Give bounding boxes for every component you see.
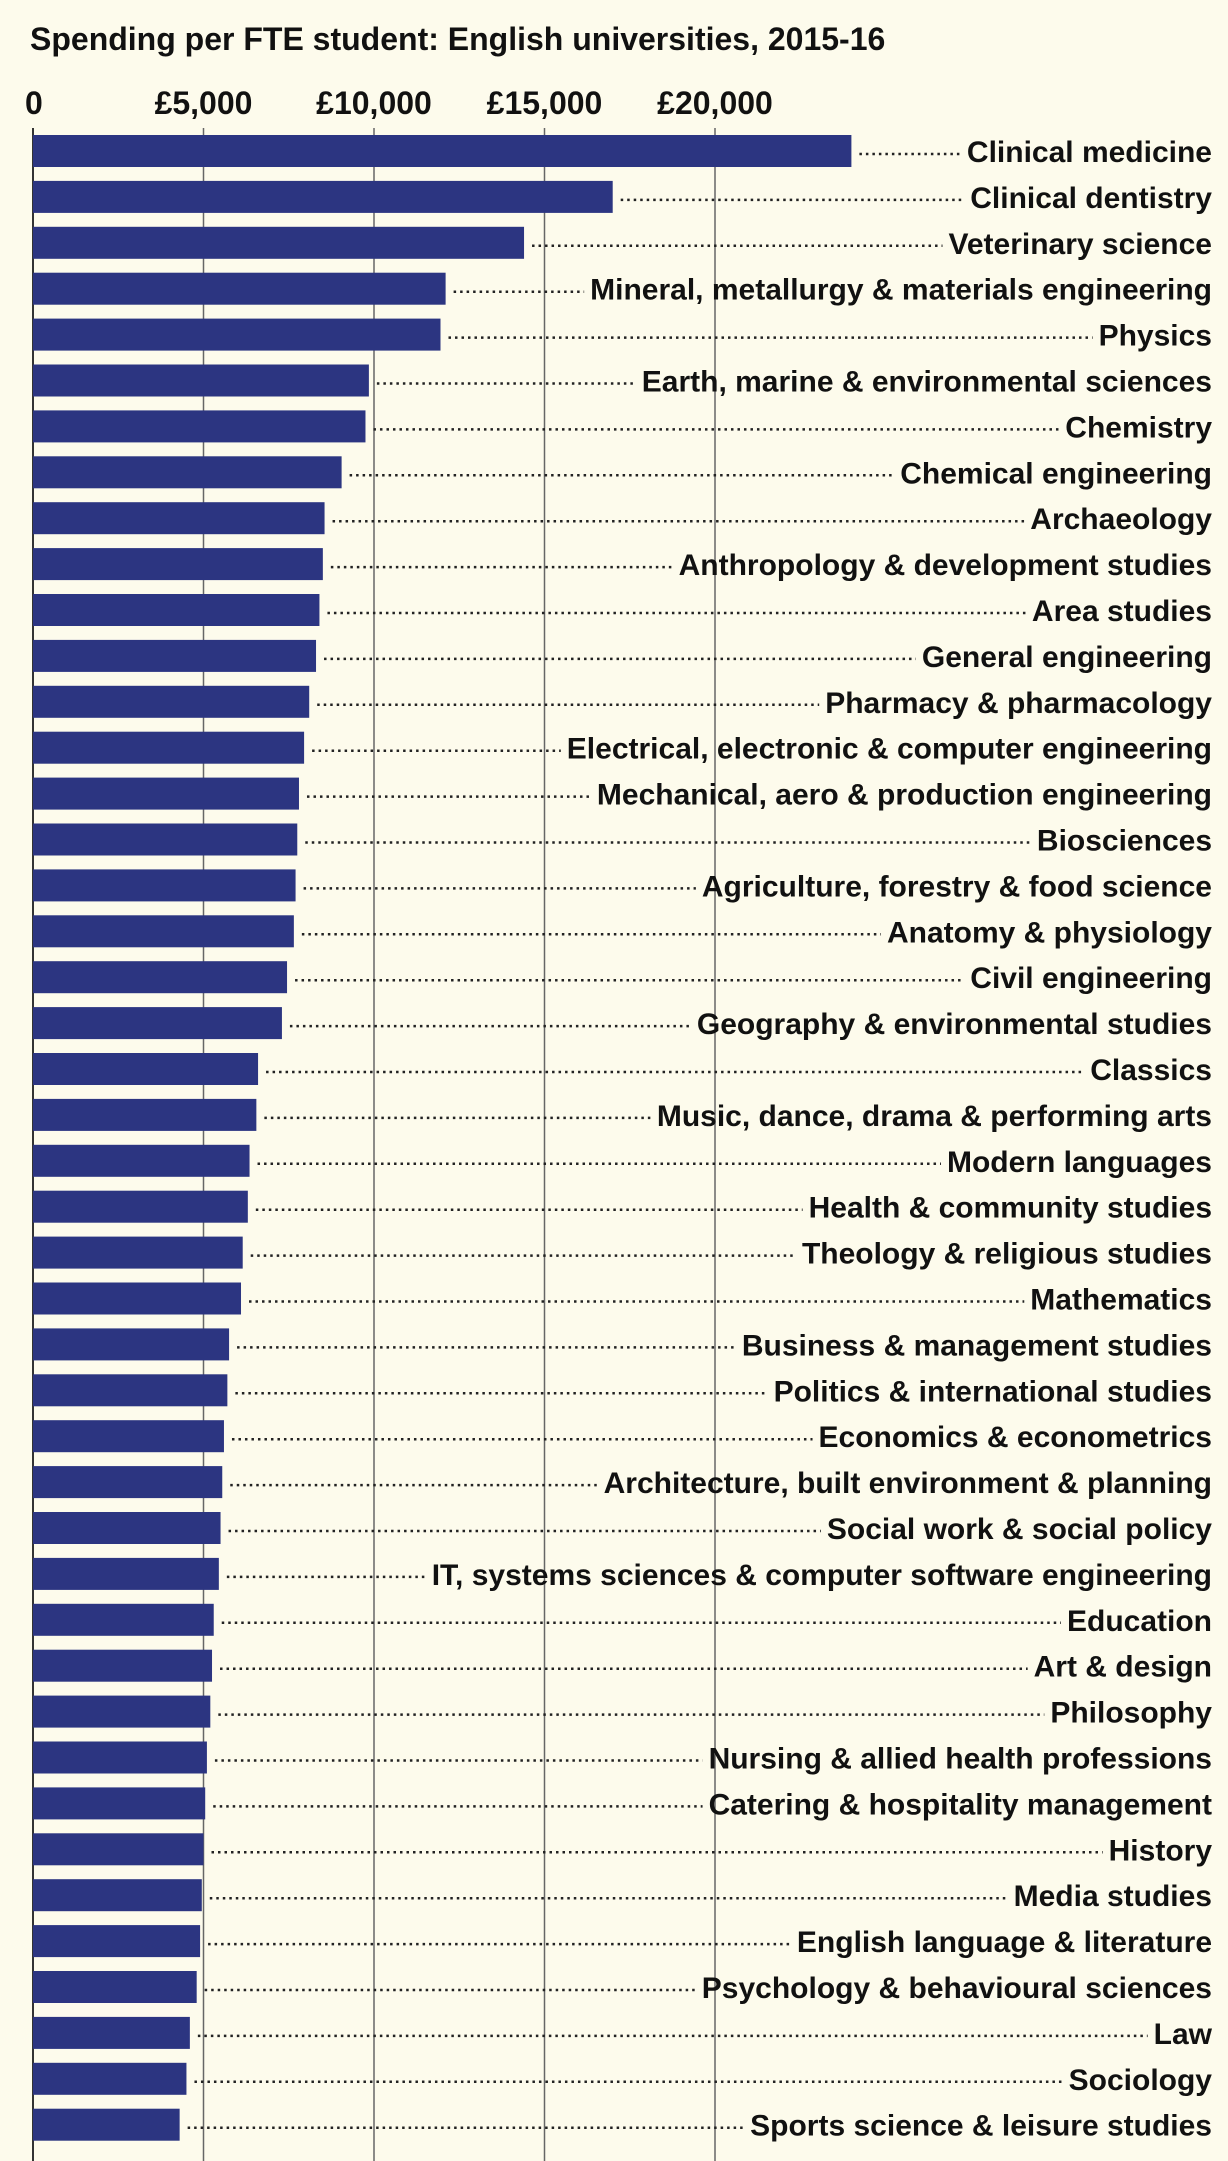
x-tick-label-20000: £20,000 xyxy=(657,85,773,121)
category-label-43: Sociology xyxy=(1069,2064,1213,2097)
category-label-28: Politics & international studies xyxy=(774,1375,1212,1408)
bar-33 xyxy=(33,1603,214,1636)
category-label-36: Nursing & allied health professions xyxy=(709,1743,1212,1776)
category-label-20: Geography & environmental studies xyxy=(697,1008,1212,1041)
bar-6 xyxy=(33,364,369,397)
category-label-13: Pharmacy & pharmacology xyxy=(825,687,1212,720)
bar-34 xyxy=(33,1649,213,1682)
category-label-2: Clinical dentistry xyxy=(970,182,1212,215)
bar-31 xyxy=(33,1512,221,1544)
bar-3 xyxy=(33,226,525,259)
category-label-15: Mechanical, aero & production engineerin… xyxy=(597,779,1212,812)
category-label-44: Sports science & leisure studies xyxy=(750,2110,1212,2143)
category-label-4: Mineral, metallurgy & materials engineer… xyxy=(590,274,1212,307)
bar-13 xyxy=(33,685,310,718)
bar-16 xyxy=(33,823,298,856)
category-label-12: General engineering xyxy=(922,641,1212,674)
category-label-19: Civil engineering xyxy=(970,962,1212,995)
x-axis-ticks: 0 £5,000 £10,000 £15,000 £20,000 xyxy=(25,85,773,121)
bar-37 xyxy=(33,1787,206,1820)
bar-30 xyxy=(33,1466,223,1499)
category-label-22: Music, dance, drama & performing arts xyxy=(657,1100,1212,1133)
category-label-21: Classics xyxy=(1090,1054,1212,1087)
category-label-6: Earth, marine & environmental sciences xyxy=(642,366,1212,399)
bar-21 xyxy=(33,1053,259,1085)
bar-15 xyxy=(33,777,299,810)
category-label-3: Veterinary science xyxy=(948,228,1212,261)
category-label-31: Social work & social policy xyxy=(827,1513,1212,1546)
bar-28 xyxy=(33,1374,228,1407)
bar-17 xyxy=(33,869,296,902)
category-label-9: Archaeology xyxy=(1030,503,1212,536)
bars xyxy=(33,135,852,2141)
category-label-8: Chemical engineering xyxy=(900,457,1212,490)
bar-42 xyxy=(33,2016,190,2049)
category-label-11: Area studies xyxy=(1032,595,1212,628)
category-label-27: Business & management studies xyxy=(742,1329,1212,1362)
category-label-25: Theology & religious studies xyxy=(802,1238,1212,1271)
bar-35 xyxy=(33,1695,211,1728)
category-label-29: Economics & econometrics xyxy=(819,1421,1212,1454)
bar-19 xyxy=(33,961,288,994)
category-label-37: Catering & hospitality management xyxy=(709,1788,1212,1821)
bar-29 xyxy=(33,1420,224,1453)
category-label-40: English language & literature xyxy=(797,1926,1212,1959)
category-label-41: Psychology & behavioural sciences xyxy=(702,1972,1212,2005)
bar-41 xyxy=(33,1971,197,2003)
category-label-32: IT, systems sciences & computer software… xyxy=(432,1559,1212,1592)
bar-2 xyxy=(33,180,613,213)
bar-25 xyxy=(33,1236,243,1269)
category-label-26: Mathematics xyxy=(1030,1284,1212,1317)
bar-40 xyxy=(33,1925,201,1958)
bar-26 xyxy=(33,1282,242,1315)
bar-20 xyxy=(33,1007,282,1040)
category-label-24: Health & community studies xyxy=(809,1192,1212,1225)
bar-5 xyxy=(33,318,441,351)
bar-12 xyxy=(33,639,317,672)
category-label-30: Architecture, built environment & planni… xyxy=(604,1467,1212,1500)
bar-10 xyxy=(33,548,323,581)
category-label-34: Art & design xyxy=(1034,1651,1212,1684)
category-label-18: Anatomy & physiology xyxy=(887,916,1212,949)
bar-39 xyxy=(33,1879,202,1912)
leader-lines xyxy=(187,152,1148,2129)
bar-11 xyxy=(33,594,320,626)
bar-18 xyxy=(33,915,294,948)
category-label-35: Philosophy xyxy=(1050,1697,1212,1730)
bar-36 xyxy=(33,1741,207,1774)
chart-title: Spending per FTE student: English univer… xyxy=(30,21,885,57)
category-label-16: Biosciences xyxy=(1037,825,1212,858)
category-label-38: History xyxy=(1109,1834,1213,1867)
bar-14 xyxy=(33,731,305,764)
x-tick-label-0: 0 xyxy=(25,85,43,121)
x-tick-label-15000: £15,000 xyxy=(487,85,603,121)
category-label-5: Physics xyxy=(1099,320,1212,353)
category-label-1: Clinical medicine xyxy=(967,136,1212,169)
bar-23 xyxy=(33,1144,250,1177)
bar-7 xyxy=(33,410,366,443)
bar-22 xyxy=(33,1098,257,1131)
bar-32 xyxy=(33,1557,219,1590)
category-label-42: Law xyxy=(1154,2018,1213,2051)
bar-38 xyxy=(33,1833,204,1866)
bar-44 xyxy=(33,2108,180,2141)
x-tick-label-10000: £10,000 xyxy=(316,85,432,121)
bar-24 xyxy=(33,1190,248,1223)
category-label-14: Electrical, electronic & computer engine… xyxy=(567,733,1212,766)
category-label-39: Media studies xyxy=(1014,1880,1212,1913)
bar-27 xyxy=(33,1328,230,1361)
category-label-33: Education xyxy=(1067,1605,1212,1638)
category-label-23: Modern languages xyxy=(947,1146,1212,1179)
category-label-7: Chemistry xyxy=(1065,411,1212,444)
bar-4 xyxy=(33,272,446,305)
x-tick-label-5000: £5,000 xyxy=(155,85,253,121)
category-label-10: Anthropology & development studies xyxy=(679,549,1212,582)
bar-43 xyxy=(33,2062,187,2095)
bar-8 xyxy=(33,456,342,489)
category-labels: Clinical medicine Clinical dentistry Veter… xyxy=(432,136,1213,2143)
category-label-17: Agriculture, forestry & food science xyxy=(702,870,1212,903)
bar-1 xyxy=(33,135,852,167)
bar-9 xyxy=(33,502,325,535)
